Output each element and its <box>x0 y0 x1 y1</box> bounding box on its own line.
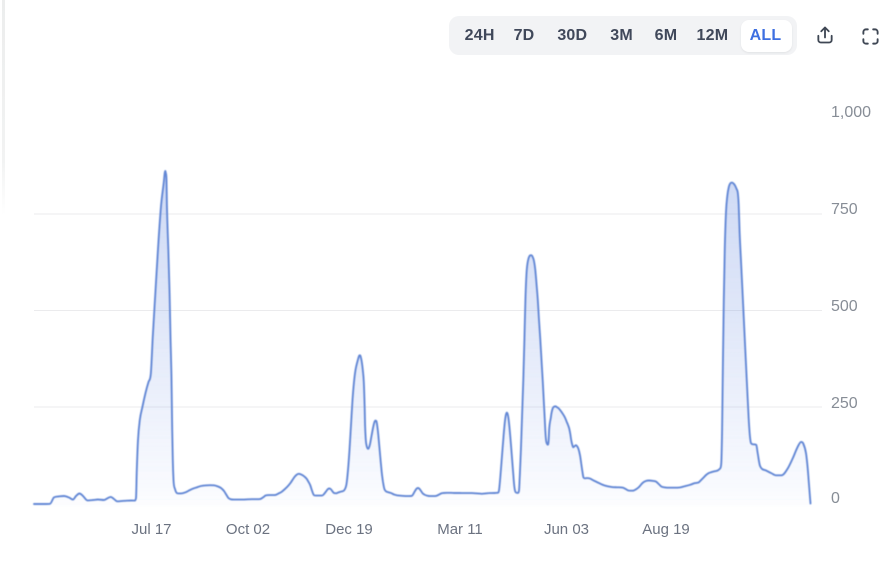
svg-text:250: 250 <box>831 395 858 412</box>
svg-text:500: 500 <box>831 298 858 315</box>
svg-text:Mar 11: Mar 11 <box>437 521 483 538</box>
svg-text:Oct 02: Oct 02 <box>226 521 270 538</box>
svg-text:0: 0 <box>831 490 840 507</box>
svg-text:1,000: 1,000 <box>831 104 871 121</box>
svg-text:Aug 19: Aug 19 <box>642 521 690 538</box>
svg-text:750: 750 <box>831 201 858 218</box>
svg-text:Jul 17: Jul 17 <box>131 521 171 538</box>
svg-text:Dec 19: Dec 19 <box>325 521 373 538</box>
svg-text:Jun 03: Jun 03 <box>544 521 589 538</box>
